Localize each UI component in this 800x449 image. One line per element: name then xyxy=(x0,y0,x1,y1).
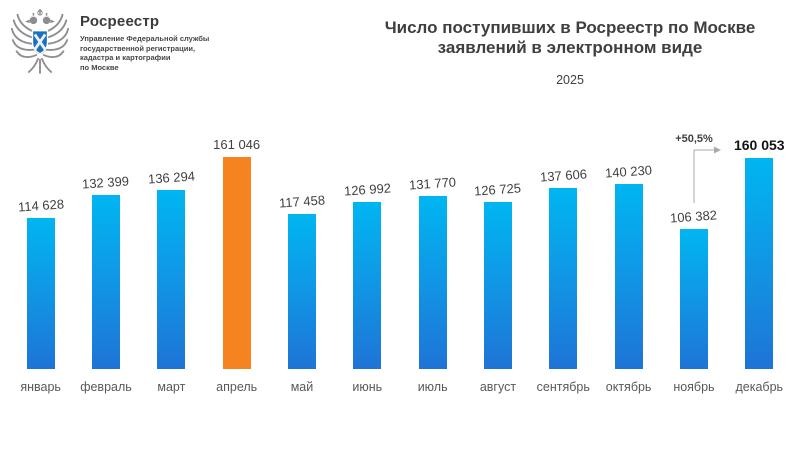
bar-column: 106 382 ноябрь xyxy=(661,207,726,394)
month-label: апрель xyxy=(216,380,258,394)
month-label: август xyxy=(479,380,517,394)
org-line: Управление Федеральной службы xyxy=(80,34,210,43)
bar xyxy=(418,196,447,369)
bar-column: 136 294 март xyxy=(139,168,204,394)
bar xyxy=(483,202,512,369)
bar-column: 132 399 февраль xyxy=(73,173,138,394)
month-label: декабрь xyxy=(735,380,784,394)
bar-column: 126 725 август xyxy=(465,180,530,394)
page-title-line1: Число поступивших в Росреестр по Москве xyxy=(384,18,756,37)
year-subtitle: 2025 xyxy=(556,73,584,87)
bar xyxy=(26,218,55,369)
bar xyxy=(549,188,578,369)
month-label: январь xyxy=(20,380,61,394)
bar-column: 114 628 январь xyxy=(8,196,73,394)
bar-value-label: 160 053 xyxy=(733,137,785,153)
org-line: государственной регистрации, xyxy=(80,43,196,53)
bar-value-label: 132 399 xyxy=(82,173,130,192)
month-label: сентябрь xyxy=(536,380,590,394)
bar-value-label: 140 230 xyxy=(604,162,653,181)
bar xyxy=(353,202,382,369)
brand-name: Росреестр xyxy=(80,13,160,30)
chart-header: Число поступивших в Росреестр по Москве … xyxy=(340,18,800,87)
bar-column: 131 770 июль xyxy=(400,174,465,394)
month-label: июнь xyxy=(352,380,383,394)
month-label: ноябрь xyxy=(673,380,715,394)
page-title-line2: заявлений в электронном виде xyxy=(437,38,703,57)
rosreestr-logo: Росреестр Управление Федеральной службы … xyxy=(10,6,209,81)
month-label: октябрь xyxy=(605,380,652,394)
bar-column: 160 053 декабрь xyxy=(727,137,792,394)
bar-value-label: 131 770 xyxy=(408,174,457,193)
double-eagle-emblem-icon xyxy=(10,6,70,81)
bar-value-label: 137 606 xyxy=(539,166,588,185)
bar xyxy=(222,157,251,369)
org-line: кадастра и картографии xyxy=(80,53,171,62)
month-label: март xyxy=(157,380,186,394)
bar-value-label: 117 458 xyxy=(278,192,326,211)
month-label: май xyxy=(290,380,314,394)
bar-column: 137 606 сентябрь xyxy=(531,166,596,394)
bar-value-label: 106 382 xyxy=(669,207,718,226)
org-description: Управление Федеральной службы государств… xyxy=(80,34,209,72)
logo-text-block: Росреестр Управление Федеральной службы … xyxy=(80,6,209,72)
bar-value-label: 114 628 xyxy=(17,196,65,215)
bar-column: 161 046 апрель xyxy=(204,137,269,394)
bar xyxy=(287,214,316,369)
bar-value-label: 161 046 xyxy=(213,137,261,152)
bar xyxy=(745,158,774,369)
bar xyxy=(679,229,708,369)
bar-columns: 114 628 январь 132 399 февраль 136 294 м… xyxy=(8,137,792,394)
month-label: февраль xyxy=(80,380,132,394)
bar-value-label: 126 992 xyxy=(343,180,392,199)
bar-value-label: 126 725 xyxy=(473,180,522,199)
bar xyxy=(157,190,186,369)
bar-column: 140 230 октябрь xyxy=(596,162,661,394)
bar-column: 126 992 июнь xyxy=(335,180,400,394)
bar xyxy=(91,195,120,369)
bar xyxy=(614,184,643,369)
org-line: по Москве xyxy=(80,62,119,72)
bar-column: 117 458 май xyxy=(269,192,334,394)
bar-value-label: 136 294 xyxy=(147,168,196,187)
month-label: июль xyxy=(417,380,448,394)
